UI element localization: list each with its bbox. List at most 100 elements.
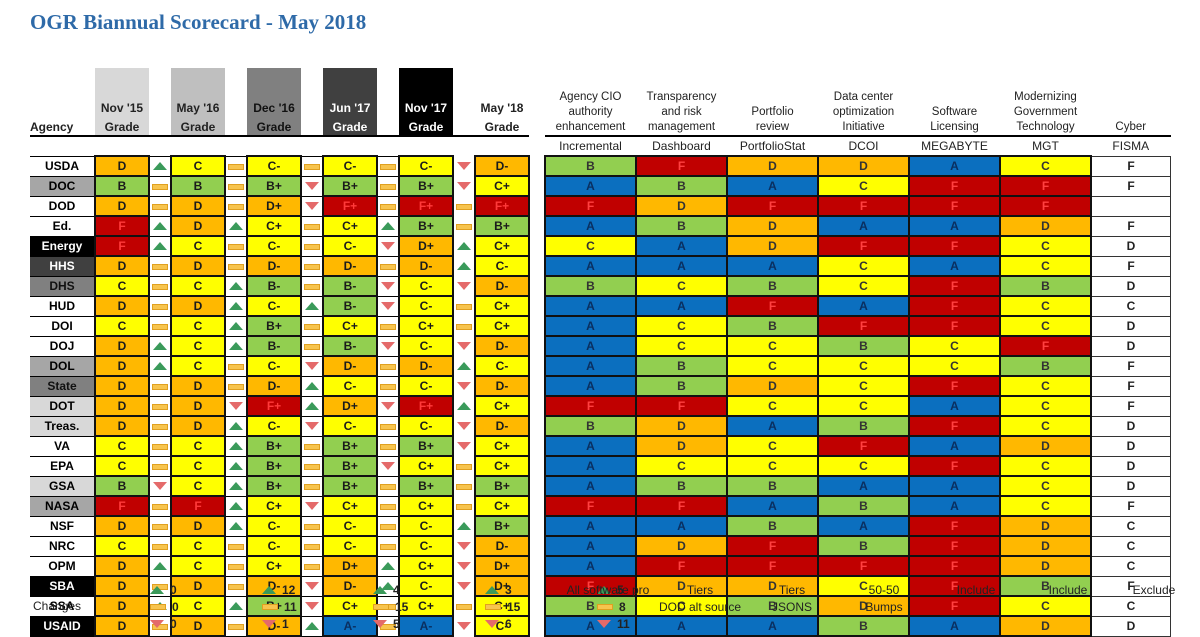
trend-cell bbox=[377, 475, 399, 497]
spacer bbox=[529, 276, 545, 296]
grade-cell: B+ bbox=[398, 215, 454, 237]
trend-up-icon bbox=[381, 222, 395, 230]
trend-cell bbox=[301, 195, 323, 217]
grade-cell: B+ bbox=[474, 215, 530, 237]
footnote-line: Bumps bbox=[865, 600, 903, 614]
trend-cell bbox=[377, 515, 399, 537]
grade-cell: C- bbox=[398, 535, 454, 557]
category-grade-cell: A bbox=[908, 215, 1001, 237]
category-grade-cell: A bbox=[544, 175, 637, 197]
category-grade-cell: A bbox=[544, 315, 637, 337]
grade-cell: B+ bbox=[398, 435, 454, 457]
category-grade-cell: A bbox=[544, 335, 637, 357]
grade-cell: C+ bbox=[398, 595, 454, 617]
category-grade-cell: F bbox=[1090, 495, 1171, 517]
changes-down-row: 5 bbox=[373, 615, 408, 632]
grade-cell: C bbox=[170, 555, 226, 577]
category-grade-cell: A bbox=[635, 615, 728, 637]
grade-cell: F+ bbox=[398, 395, 454, 417]
category-grade-cell: C bbox=[999, 295, 1092, 317]
category-grade-cell: B bbox=[817, 615, 910, 637]
category-grade-cell: A bbox=[544, 215, 637, 237]
period-label: Jun '17 bbox=[329, 101, 371, 115]
category-header-line: and risk bbox=[661, 106, 702, 118]
changes-summary: 0 0 0 bbox=[150, 581, 179, 632]
category-grade-cell: C bbox=[635, 275, 728, 297]
category-code: MGT bbox=[1000, 135, 1091, 156]
category-header-line: Cyber bbox=[1115, 121, 1147, 133]
category-grade-cell: A bbox=[635, 255, 728, 277]
trend-flat-icon bbox=[152, 324, 168, 330]
trend-flat-icon bbox=[228, 384, 244, 390]
spacer bbox=[529, 616, 545, 636]
trend-flat-icon bbox=[228, 544, 244, 550]
trend-cell bbox=[225, 235, 247, 257]
footnote-line: Include bbox=[956, 583, 996, 597]
trend-cell bbox=[453, 276, 475, 296]
trend-flat-icon bbox=[304, 524, 320, 530]
trend-cell bbox=[377, 295, 399, 317]
trend-cell bbox=[149, 335, 171, 357]
grade-cell: D bbox=[94, 295, 150, 317]
trend-cell bbox=[453, 376, 475, 396]
spacer bbox=[529, 476, 545, 496]
category-grade-cell: F bbox=[908, 315, 1001, 337]
grade-cell: C bbox=[94, 315, 150, 337]
category-grade-cell: A bbox=[544, 455, 637, 477]
grade-cell: D bbox=[94, 255, 150, 277]
grade-cell: C- bbox=[322, 375, 378, 397]
trend-cell bbox=[377, 455, 399, 477]
trend-down-icon bbox=[305, 202, 319, 210]
spacer bbox=[30, 136, 529, 156]
category-grade-cell: A bbox=[544, 255, 637, 277]
category-grade-cell: B bbox=[726, 315, 819, 337]
category-header: Data center optimization Initiative bbox=[818, 68, 909, 136]
category-grade-cell: F bbox=[726, 295, 819, 317]
period-sublabel: Grade bbox=[484, 120, 520, 134]
grade-cell: C bbox=[170, 455, 226, 477]
trend-down-icon bbox=[457, 562, 471, 570]
trend-down-icon bbox=[305, 182, 319, 190]
grade-cell: D- bbox=[474, 335, 530, 357]
grade-cell: F+ bbox=[398, 195, 454, 217]
trend-flat-icon bbox=[228, 564, 244, 570]
category-footnote: Exclude bbox=[1114, 582, 1194, 599]
grade-cell: C bbox=[170, 535, 226, 557]
spacer bbox=[529, 596, 545, 616]
spacer bbox=[377, 68, 399, 137]
grade-cell: C+ bbox=[474, 435, 530, 457]
trend-flat-icon bbox=[597, 603, 613, 610]
grade-cell: B+ bbox=[474, 515, 530, 537]
trend-cell bbox=[225, 335, 247, 357]
trend-cell bbox=[301, 355, 323, 377]
trend-down-icon bbox=[262, 619, 276, 628]
spacer bbox=[529, 68, 545, 136]
grade-cell: D+ bbox=[322, 555, 378, 577]
category-grade-cell: B bbox=[726, 475, 819, 497]
trend-cell bbox=[453, 496, 475, 516]
period-header: Nov '17 Grade bbox=[399, 68, 453, 137]
trend-flat-icon bbox=[380, 424, 396, 430]
trend-down-icon bbox=[153, 482, 167, 490]
category-grade-cell: C bbox=[999, 455, 1092, 477]
trend-cell bbox=[149, 295, 171, 317]
trend-cell bbox=[377, 315, 399, 337]
category-grade-cell: C bbox=[817, 455, 910, 477]
grade-cell: C bbox=[170, 355, 226, 377]
trend-cell bbox=[225, 215, 247, 237]
category-grade-cell: F bbox=[908, 295, 1001, 317]
trend-cell bbox=[149, 535, 171, 557]
period-label: Nov '17 bbox=[404, 101, 448, 115]
trend-flat-icon bbox=[304, 344, 320, 350]
trend-up-icon bbox=[229, 602, 243, 610]
grade-cell: B+ bbox=[398, 175, 454, 197]
trend-flat-icon bbox=[380, 184, 396, 190]
table-row: USAID D D D- A- A- C- A A A B A D D bbox=[30, 615, 1171, 637]
grade-cell: D- bbox=[322, 255, 378, 277]
agency-name: Energy bbox=[30, 235, 96, 257]
category-grade-cell: A bbox=[544, 475, 637, 497]
category-grade-cell: B bbox=[999, 575, 1092, 597]
category-header-line: Modernizing bbox=[1014, 91, 1077, 103]
spacer bbox=[529, 416, 545, 436]
category-grade-cell: C bbox=[817, 395, 910, 417]
